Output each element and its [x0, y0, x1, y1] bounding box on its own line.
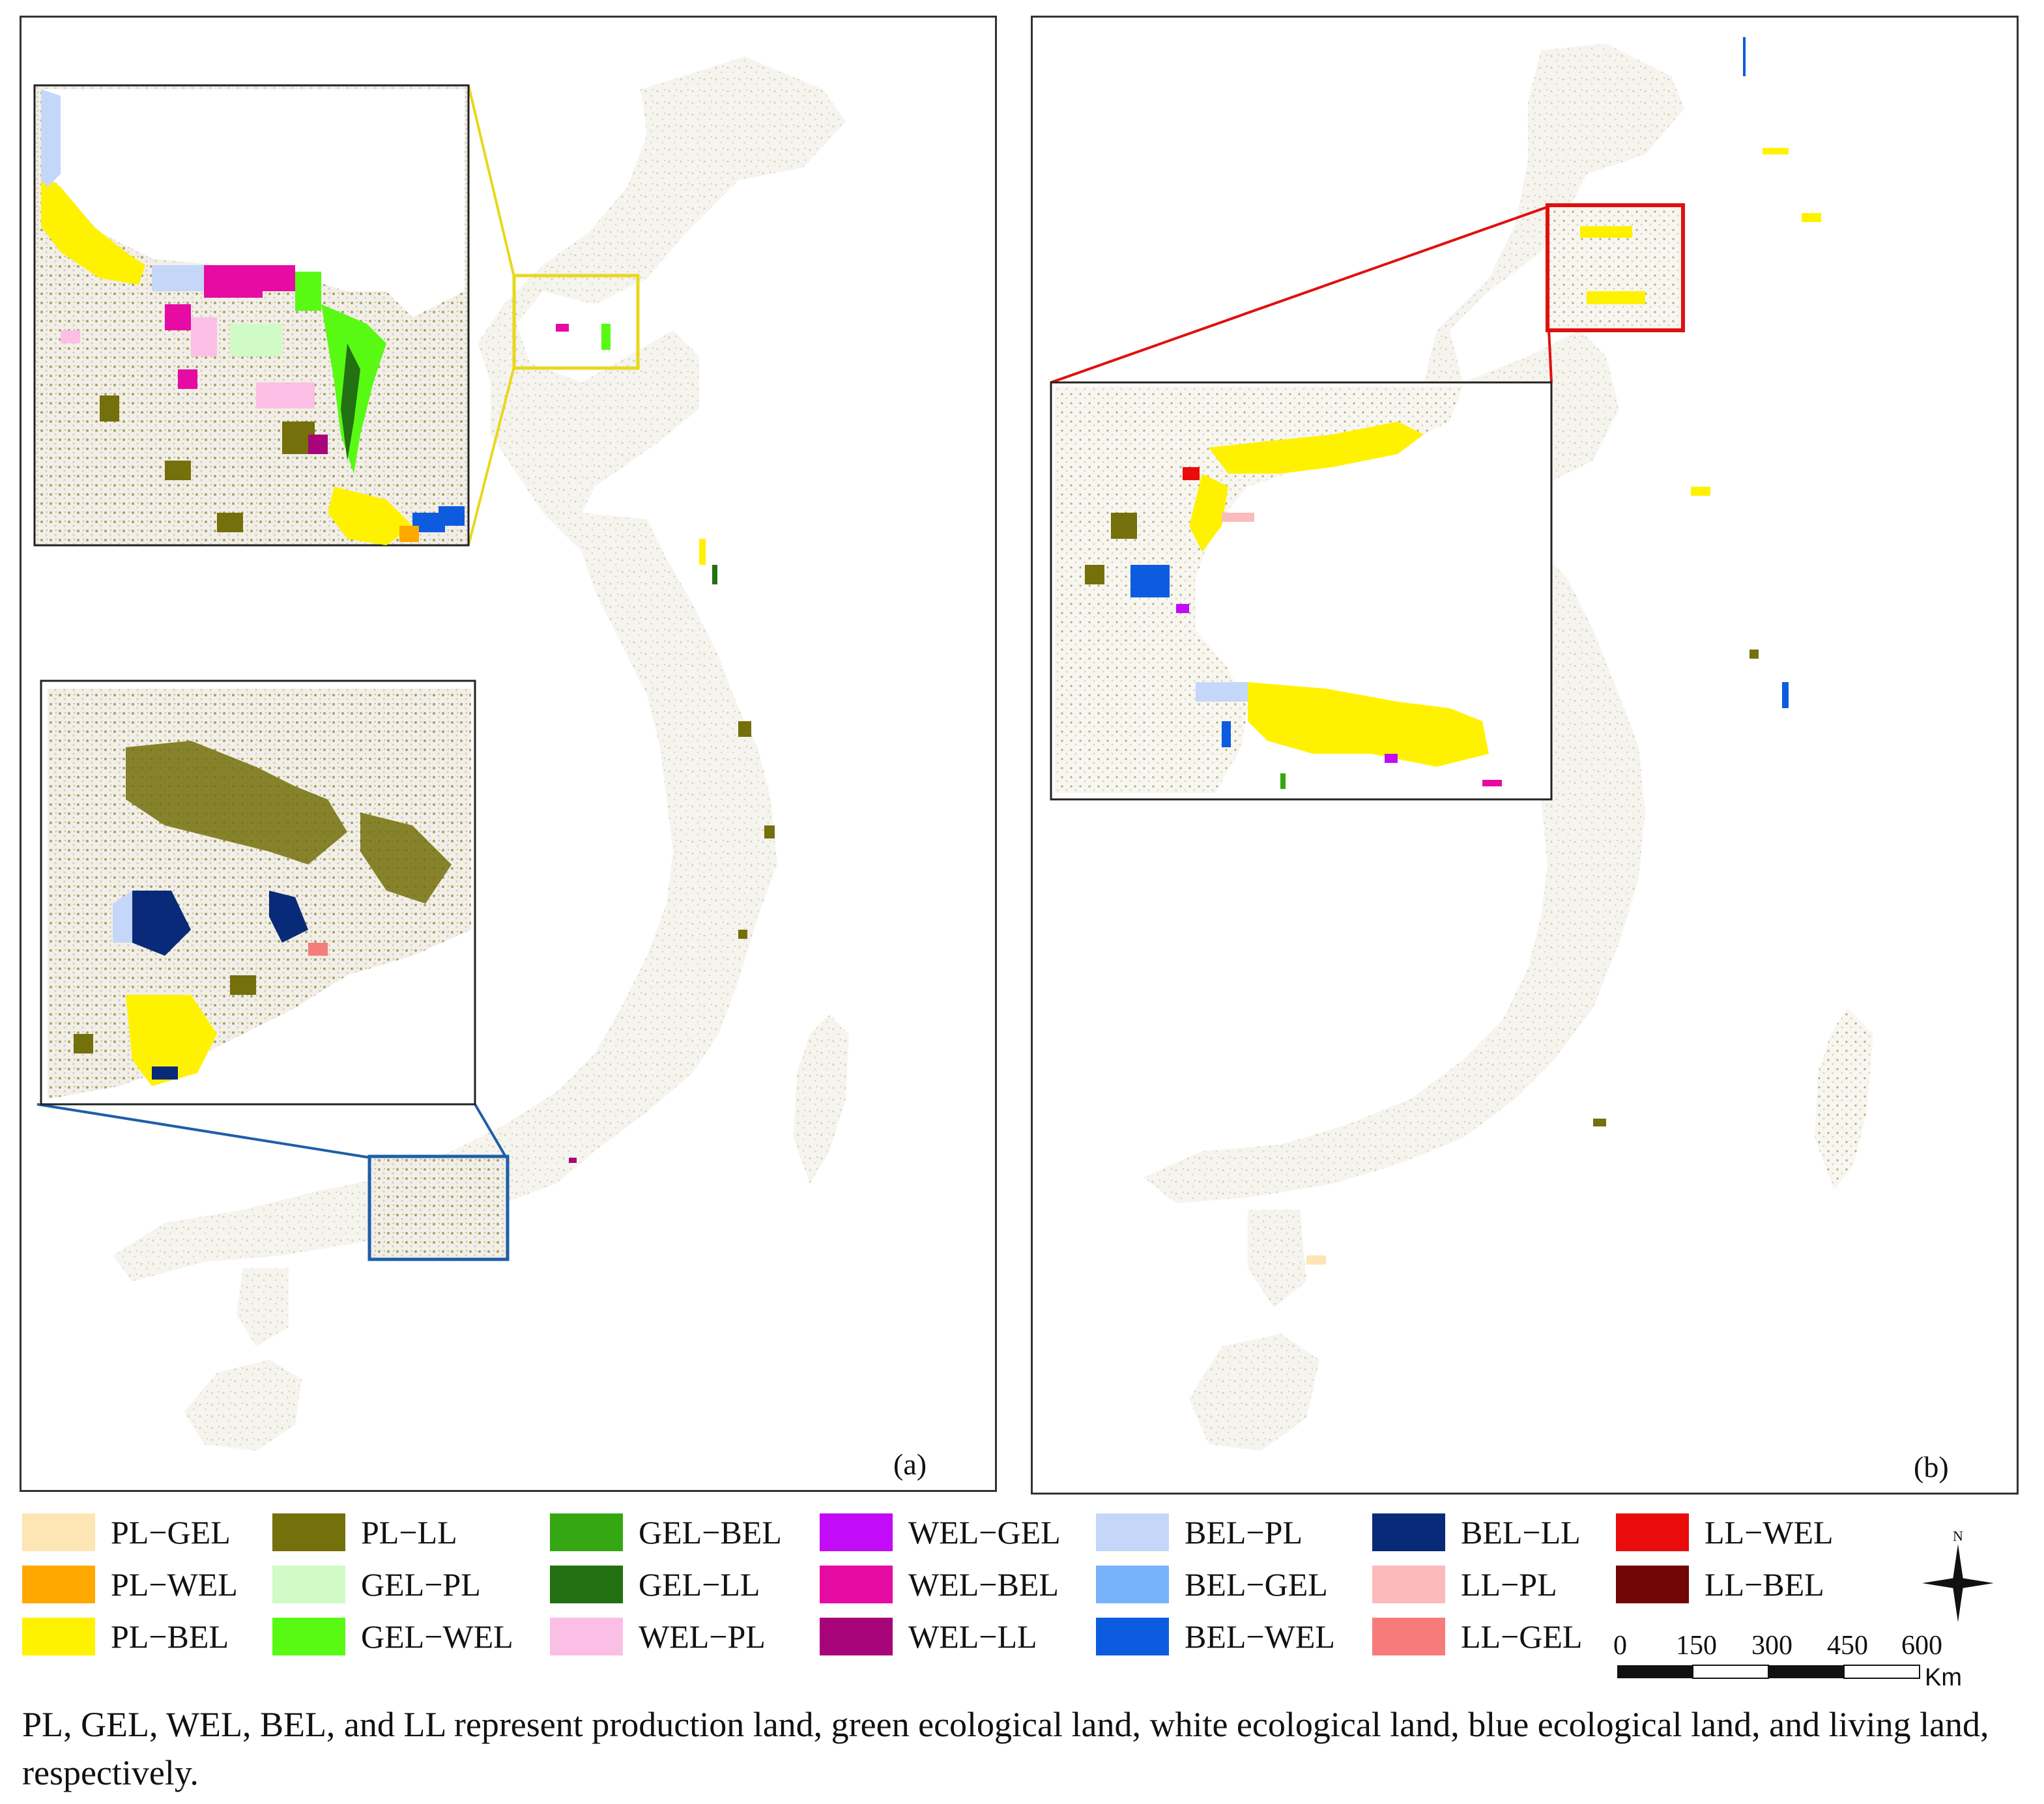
figure-caption: PL, GEL, WEL, BEL, and LL represent prod… [22, 1705, 1989, 1792]
peninsula-b [1248, 1210, 1306, 1308]
map-b-svg [1050, 37, 1873, 1451]
scale-bar-graphic [1617, 1665, 1920, 1679]
zoom-box-b [1546, 203, 1685, 332]
legend-item: WEL−BEL [820, 1565, 1059, 1604]
legend-item: GEL−BEL [550, 1513, 782, 1552]
legend-label: WEL−BEL [908, 1566, 1059, 1603]
legend-label: BEL−WEL [1185, 1618, 1335, 1655]
legend-label: BEL−LL [1461, 1514, 1581, 1551]
legend-swatch [22, 1618, 95, 1655]
north-label: N [1953, 1528, 1963, 1544]
legend-item: LL−GEL [1372, 1617, 1582, 1656]
legend-label: BEL−GEL [1185, 1566, 1328, 1603]
legend-swatch [1096, 1513, 1169, 1551]
legend-swatch [820, 1513, 893, 1551]
legend-swatch [1372, 1566, 1445, 1603]
legend-swatch [550, 1566, 623, 1603]
map-panel-a: (a) [20, 16, 997, 1492]
legend-label: LL−BEL [1705, 1566, 1824, 1603]
legend-item: BEL−GEL [1096, 1565, 1328, 1604]
legend-item: BEL−LL [1372, 1513, 1581, 1552]
legend-item: PL−GEL [22, 1513, 231, 1552]
legend-label: PL−GEL [111, 1514, 231, 1551]
legend: PL−GEL PL−WEL PL−BEL PL−LL GEL−PL GEL−WEL GEL−… [22, 1513, 1886, 1669]
legend-item: GEL−LL [550, 1565, 760, 1604]
legend-label: LL−GEL [1461, 1618, 1583, 1655]
legend-swatch [820, 1566, 893, 1603]
legend-item: WEL−GEL [820, 1513, 1061, 1552]
legend-swatch [1372, 1618, 1445, 1655]
legend-label: LL−WEL [1705, 1514, 1834, 1551]
legend-label: PL−BEL [111, 1618, 229, 1655]
legend-swatch [22, 1513, 95, 1551]
legend-swatch [1096, 1566, 1169, 1603]
legend-label: WEL−PL [639, 1618, 766, 1655]
legend-item: WEL−PL [550, 1617, 766, 1656]
island-hainan-b [1189, 1334, 1319, 1451]
legend-swatch [1616, 1566, 1689, 1603]
legend-item: BEL−WEL [1096, 1617, 1335, 1656]
island-taiwan-a [794, 1014, 849, 1184]
scale-bar: 0 150 300 450 600 Km [1613, 1630, 1962, 1691]
scale-tick-450: 450 [1827, 1631, 1868, 1661]
panel-label-b: (b) [1914, 1450, 1949, 1483]
legend-item: PL−BEL [22, 1617, 229, 1656]
island-hainan-a [184, 1360, 302, 1451]
legend-swatch [550, 1513, 623, 1551]
legend-swatch [272, 1618, 345, 1655]
legend-swatch [1372, 1513, 1445, 1551]
peninsula-a [237, 1268, 289, 1347]
compass-rose-icon [1922, 1544, 1994, 1622]
map-panel-b: (b) [1031, 16, 2019, 1495]
island-taiwan-b [1815, 1008, 1873, 1190]
zoom-box-south-a [367, 1154, 510, 1261]
inset-north-a [33, 84, 470, 547]
coastal-region-b [1144, 44, 1684, 1203]
legend-item: GEL−PL [272, 1565, 481, 1604]
legend-swatch [820, 1618, 893, 1655]
legend-label: GEL−PL [361, 1566, 481, 1603]
legend-label: LL−PL [1461, 1566, 1557, 1603]
legend-item: PL−LL [272, 1513, 457, 1552]
legend-label: GEL−WEL [361, 1618, 513, 1655]
scale-tick-300: 300 [1751, 1631, 1792, 1661]
legend-swatch [272, 1513, 345, 1551]
legend-swatch [1616, 1513, 1689, 1551]
legend-label: WEL−GEL [908, 1514, 1061, 1551]
legend-label: GEL−BEL [639, 1514, 782, 1551]
scale-tick-150: 150 [1676, 1631, 1717, 1661]
legend-item: GEL−WEL [272, 1617, 513, 1656]
legend-label: PL−WEL [111, 1566, 238, 1603]
legend-swatch [1096, 1618, 1169, 1655]
inset-south-a [40, 680, 476, 1106]
legend-label: WEL−LL [908, 1618, 1037, 1655]
legend-item: LL−PL [1372, 1565, 1557, 1604]
legend-item: BEL−PL [1096, 1513, 1303, 1552]
scale-tick-600: 600 [1901, 1631, 1942, 1661]
legend-label: BEL−PL [1185, 1514, 1303, 1551]
legend-label: GEL−LL [639, 1566, 760, 1603]
legend-swatch [272, 1566, 345, 1603]
panel-label-a: (a) [893, 1448, 927, 1481]
inset-b [1050, 381, 1553, 801]
legend-item: WEL−LL [820, 1617, 1037, 1656]
coastal-region-a [113, 57, 846, 1281]
scale-tick-0: 0 [1613, 1631, 1627, 1661]
legend-swatch [22, 1566, 95, 1603]
scale-unit: Km [1925, 1664, 1962, 1691]
legend-swatch [550, 1618, 623, 1655]
north-arrow: N [1919, 1528, 1997, 1625]
legend-item: LL−BEL [1616, 1565, 1824, 1604]
legend-item: LL−WEL [1616, 1513, 1834, 1552]
map-a-svg [33, 57, 849, 1451]
zoom-box-north-a [512, 274, 640, 370]
legend-item: PL−WEL [22, 1565, 238, 1604]
legend-label: PL−LL [361, 1514, 457, 1551]
